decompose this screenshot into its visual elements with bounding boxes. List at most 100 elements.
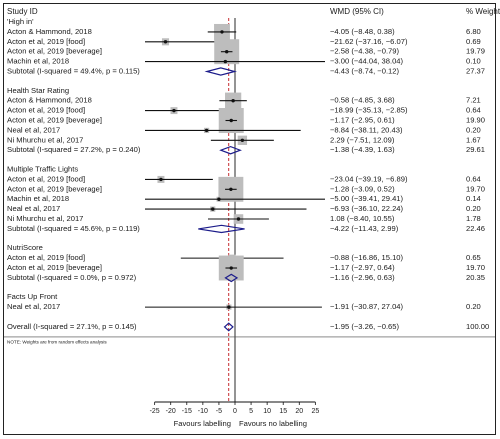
study-point-estimate xyxy=(231,99,235,103)
subtotal-weight-2: 22.46 xyxy=(466,224,485,233)
subtotal-diamond-2 xyxy=(198,224,245,234)
study-label: Acton et al, 2019 [beverage] xyxy=(7,47,102,56)
study-weight-value: 0.64 xyxy=(466,174,481,183)
study-wmd-ci: −1.28 (−3.09, 0.52) xyxy=(330,184,395,193)
study-point-estimate xyxy=(172,108,176,113)
study-wmd-ci: −1.91 (−30.87, 27.04) xyxy=(330,302,404,311)
study-weight-value: 0.65 xyxy=(466,253,481,262)
study-label: Machin et al, 2018 xyxy=(7,57,69,66)
forest-plot-marks: Study ID WMD (95% CI)% Weight'High in'Act… xyxy=(4,7,500,428)
study-wmd-ci: −1.17 (−2.97, 0.64) xyxy=(330,263,395,272)
subtotal-wmd-ci-0: −4.43 (−8.74, −0.12) xyxy=(330,67,400,76)
x-tick-label: -25 xyxy=(150,408,160,415)
subtotal-weight-0: 27.37 xyxy=(466,67,485,76)
x-tick-label: 15 xyxy=(279,408,287,415)
header-weight: % Weight xyxy=(466,7,500,16)
header-study-id: Study ID xyxy=(7,7,38,16)
study-weight-value: 0.20 xyxy=(466,125,481,134)
subtotal-label-3: Subtotal (I-squared = 0.0%, p = 0.972) xyxy=(7,273,137,282)
study-label: Ni Mhurchu et al, 2017 xyxy=(7,214,83,223)
plot-border xyxy=(3,3,496,435)
study-point-estimate xyxy=(229,187,233,192)
study-label: Acton & Hammond, 2018 xyxy=(7,96,92,105)
study-label: Machin et al, 2018 xyxy=(7,194,69,203)
subtotal-wmd-ci-1: −1.38 (−4.39, 1.63) xyxy=(330,145,395,154)
study-point-estimate xyxy=(217,197,221,201)
study-label: Neal et al, 2017 xyxy=(7,204,60,213)
study-wmd-ci: −8.84 (−38.11, 20.43) xyxy=(330,125,403,134)
x-tick-label: 20 xyxy=(295,408,303,415)
study-wmd-ci: −5.00 (−39.41, 29.41) xyxy=(330,194,404,203)
study-weight-value: 19.70 xyxy=(466,184,485,193)
study-wmd-ci: −18.99 (−35.13, −2.85) xyxy=(330,106,408,115)
study-label: Acton et al, 2019 [food] xyxy=(7,37,85,46)
subtotal-weight-1: 29.61 xyxy=(466,145,485,154)
study-point-estimate xyxy=(229,118,233,123)
study-label: Neal et al, 2017 xyxy=(7,125,60,134)
study-wmd-ci: −0.58 (−4.85, 3.68) xyxy=(330,96,395,105)
subtotal-diamond-3 xyxy=(224,273,239,283)
study-point-estimate xyxy=(159,177,163,182)
subtotal-weight-3: 20.35 xyxy=(466,273,485,282)
subtotal-wmd-ci-2: −4.22 (−11.43, 2.99) xyxy=(330,224,399,233)
favours-labelling-label: Favours labelling xyxy=(174,419,231,428)
study-weight-value: 19.70 xyxy=(466,263,485,272)
study-point-estimate xyxy=(236,217,241,221)
study-weight-value: 1.67 xyxy=(466,135,481,144)
study-weight-value: 7.21 xyxy=(466,96,481,105)
study-label: Neal et al, 2017 xyxy=(7,302,60,311)
overall-weight: 100.00 xyxy=(466,322,489,331)
overall-label: Overall (I-squared = 27.1%, p = 0.145) xyxy=(7,322,137,331)
study-label: Ni Mhurchu et al, 2017 xyxy=(7,135,83,144)
study-weight-value: 0.20 xyxy=(466,204,481,213)
study-weight-value: 0.14 xyxy=(466,194,481,203)
x-tick-label: -15 xyxy=(182,408,192,415)
x-tick-label: -20 xyxy=(166,408,176,415)
study-label: Acton & Hammond, 2018 xyxy=(7,27,92,36)
study-weight-value: 0.10 xyxy=(466,57,481,66)
study-label: Acton et al, 2019 [beverage] xyxy=(7,116,102,125)
group-label-0: 'High in' xyxy=(7,17,34,26)
study-point-estimate xyxy=(220,30,224,34)
x-tick-label: -5 xyxy=(216,408,222,415)
subtotal-label-2: Subtotal (I-squared = 45.6%, p = 0.119) xyxy=(7,224,140,233)
study-point-estimate xyxy=(240,138,245,143)
study-weight-value: 1.78 xyxy=(466,214,481,223)
study-label: Acton et al, 2019 [food] xyxy=(7,174,85,183)
overall-wmd-ci: −1.95 (−3.26, −0.65) xyxy=(330,322,400,331)
study-label: Acton et al, 2019 [food] xyxy=(7,253,85,262)
study-wmd-ci: −0.88 (−16.86, 15.10) xyxy=(330,253,404,262)
subtotal-diamond-0 xyxy=(204,67,237,76)
study-weight-value: 6.80 xyxy=(466,27,481,36)
subtotal-label-1: Subtotal (I-squared = 27.2%, p = 0.240) xyxy=(7,145,141,154)
group-label-3: NutriScore xyxy=(7,243,43,252)
study-wmd-ci: −2.58 (−4.38, −0.79) xyxy=(330,47,400,56)
study-weight-value: 0.64 xyxy=(466,106,481,115)
study-point-estimate xyxy=(225,50,229,54)
x-tick-label: -10 xyxy=(198,408,208,415)
x-tick-label: 25 xyxy=(311,408,319,415)
study-wmd-ci: −6.93 (−36.10, 22.24) xyxy=(330,204,404,213)
study-wmd-ci: −1.17 (−2.95, 0.61) xyxy=(330,116,395,125)
weights-note: NOTE: Weights are from random effects an… xyxy=(7,340,107,345)
study-point-estimate xyxy=(229,266,233,270)
study-point-estimate xyxy=(227,305,231,309)
study-weight-value: 0.20 xyxy=(466,302,481,311)
study-label: Acton et al, 2019 [beverage] xyxy=(7,184,102,193)
study-wmd-ci: −23.04 (−39.19, −6.89) xyxy=(330,174,408,183)
study-point-estimate xyxy=(204,128,209,133)
study-weight-value: 19.79 xyxy=(466,47,485,56)
x-tick-label: 0 xyxy=(233,408,237,415)
group-label-1: Health Star Rating xyxy=(7,86,69,95)
group-label-4: Facts Up Front xyxy=(7,292,58,301)
x-tick-label: 5 xyxy=(249,408,253,415)
study-label: Acton et al, 2019 [beverage] xyxy=(7,263,102,272)
favours-no-labelling-label: Favours no labelling xyxy=(239,419,307,428)
study-weight-value: 19.90 xyxy=(466,116,485,125)
header-wmd-ci: WMD (95% CI) xyxy=(330,7,384,16)
x-tick-label: 10 xyxy=(263,408,271,415)
subtotal-wmd-ci-3: −1.16 (−2.96, 0.63) xyxy=(330,273,395,282)
overall-diamond xyxy=(223,322,234,332)
study-point-estimate xyxy=(223,59,228,64)
